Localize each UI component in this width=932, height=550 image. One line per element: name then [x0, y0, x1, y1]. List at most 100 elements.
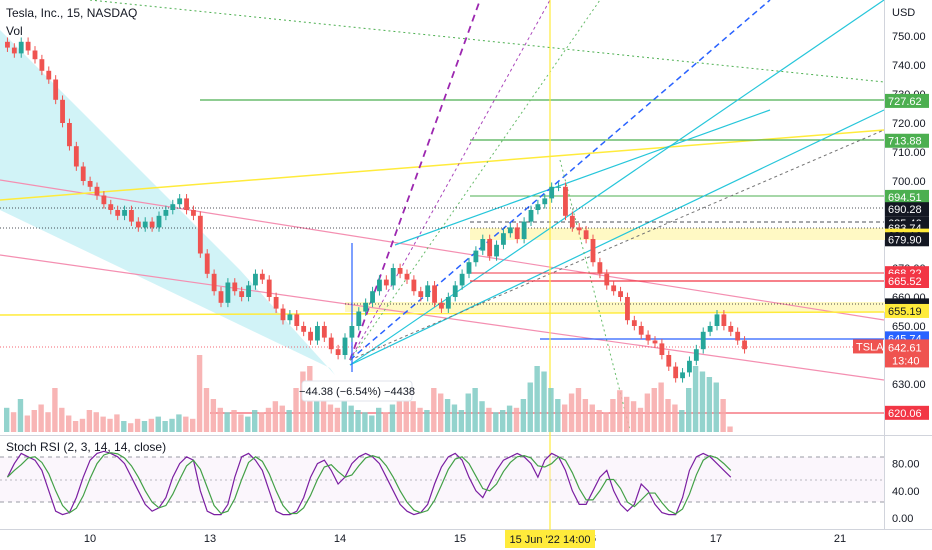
measure-box[interactable]	[301, 380, 413, 402]
candle	[542, 198, 548, 205]
symbol-tag	[853, 339, 883, 354]
volume-bar	[438, 393, 444, 432]
volume-bar	[52, 388, 58, 432]
volume-bar	[93, 412, 99, 432]
x-tick-label: 21	[834, 533, 846, 545]
volume-bar	[686, 388, 692, 432]
price-tag	[885, 303, 929, 318]
candle	[556, 186, 561, 188]
candle	[11, 47, 17, 54]
x-tick-label: 17	[710, 533, 722, 545]
candle	[693, 349, 699, 361]
candle	[211, 273, 217, 292]
candle	[87, 181, 93, 187]
chart-title: Tesla, Inc., 15, NASDAQ	[6, 6, 138, 20]
volume-bar	[672, 404, 678, 432]
x-tick-label: 10	[84, 533, 96, 545]
volume-bar	[706, 377, 713, 432]
volume-bar	[410, 401, 416, 432]
x-tick-label: 13	[204, 533, 216, 545]
candle	[680, 372, 685, 379]
volume-bar	[644, 393, 651, 432]
volume-bar	[148, 418, 155, 432]
price-tag-label: 713.88	[888, 136, 922, 148]
candle	[46, 70, 52, 80]
candle	[315, 326, 320, 341]
candle	[521, 221, 527, 239]
candle	[163, 210, 169, 216]
volume-bar	[31, 410, 37, 432]
volume-bar	[500, 410, 506, 432]
volume-bar	[692, 366, 699, 432]
volume-bar	[341, 401, 347, 432]
volume-bar	[314, 382, 320, 432]
candle	[666, 355, 672, 367]
volume-bar	[279, 405, 285, 432]
candle	[714, 314, 720, 326]
price-tag-label: 655.19	[888, 306, 922, 318]
volume-bar	[258, 412, 265, 432]
candle	[459, 273, 465, 286]
volume-bar	[231, 410, 237, 432]
y-tick-label: 630.00	[892, 379, 926, 391]
volume-bar	[465, 393, 471, 432]
volume-bar	[190, 418, 196, 432]
candle	[108, 204, 114, 210]
volume-bar	[17, 399, 24, 432]
candle	[466, 262, 472, 274]
indicator-title: Stoch RSI (2, 3, 14, 14, close)	[6, 440, 167, 454]
volume-bar	[334, 407, 341, 432]
candle	[494, 244, 499, 257]
candle	[225, 282, 231, 303]
candle	[53, 79, 59, 100]
volume-bar	[699, 371, 706, 432]
volume-bar	[444, 399, 451, 432]
volume-bar	[224, 412, 230, 432]
candle	[342, 337, 348, 355]
volume-bar	[562, 404, 568, 432]
candle	[535, 204, 541, 210]
candle	[590, 239, 596, 263]
candle	[659, 343, 665, 355]
price-tag	[885, 273, 929, 288]
volume-bar	[265, 407, 272, 432]
rsi-tick-label: 80.00	[892, 459, 920, 471]
volume-bar	[596, 410, 602, 432]
y-tick-label: 750.00	[892, 31, 926, 43]
measure-label: −44.38 (−6.54%) −4438	[299, 386, 415, 398]
volume-bar	[534, 366, 540, 432]
yellow-zone	[345, 302, 885, 312]
volume-bar	[128, 423, 134, 432]
stoch-d-line	[7, 452, 732, 515]
y-tick-label: 720.00	[892, 118, 926, 130]
volume-bar	[100, 416, 106, 432]
volume-bar	[176, 414, 182, 432]
candle	[60, 99, 65, 123]
candle	[439, 302, 444, 309]
volume-bar	[348, 405, 354, 432]
volume-bar	[651, 388, 657, 432]
candle	[576, 227, 582, 231]
candle	[321, 326, 327, 338]
y-tick-label: 740.00	[892, 60, 926, 72]
candle	[18, 41, 24, 54]
volume-bar	[320, 399, 327, 432]
indicator-pane[interactable]	[0, 437, 884, 527]
volume-bar	[210, 399, 217, 432]
candle	[583, 230, 589, 239]
volume-bar	[479, 401, 485, 432]
price-tag-label: 620.06	[888, 408, 922, 420]
candle	[700, 331, 706, 350]
candle	[115, 210, 121, 216]
candle	[604, 273, 610, 286]
volume-bar	[472, 388, 478, 432]
rsi-tick-label: 40.00	[892, 486, 920, 498]
volume-bar	[389, 404, 396, 432]
candle	[301, 326, 307, 332]
volume-bar	[238, 414, 244, 432]
volume-bar	[362, 412, 368, 432]
volume-bar	[727, 426, 733, 432]
volume-bar	[582, 399, 589, 432]
candle	[549, 186, 555, 199]
